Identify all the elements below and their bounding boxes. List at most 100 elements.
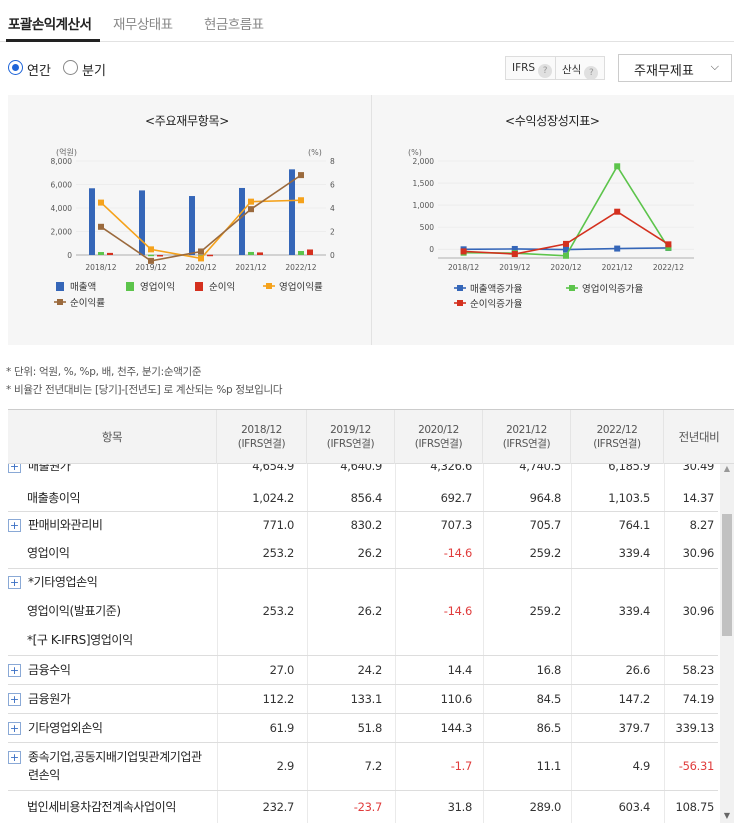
statement-type-select[interactable]: 주재무제표 ⌵ [618,54,732,82]
scroll-up-arrow-icon[interactable]: ▲ [723,464,731,473]
help-icon[interactable]: ? [538,64,553,78]
help-icon[interactable]: ? [584,66,599,80]
value-cell: 6,185.9 [608,464,650,473]
note-ratio: * 비율간 전년대비는 [당기]-[전년도] 로 계산되는 %p 정보입니다 [6,384,283,396]
yoy-cell: 339.13 [675,721,715,735]
value-cell: 253.2 [262,546,295,560]
legend-swatch [569,285,575,291]
tab-balance-sheet[interactable]: 재무상태표 [113,17,173,33]
annual-label[interactable]: 연간 [27,64,51,79]
value-cell: 232.7 [262,800,295,814]
row-label: 종속기업,공동지배기업및관계기업관련손익 [28,750,202,782]
x-tick-label: 2022/12 [653,263,684,272]
chevron-down-icon: ⌵ [710,60,719,73]
y2-tick-label: 4 [330,204,335,213]
bar-순이익 [107,252,113,255]
statement-tabs: 포괄손익계산서 재무상태표 현금흐름표 [0,0,734,42]
expand-plus-icon[interactable]: + [8,751,21,764]
value-cell: 7.2 [364,759,383,773]
expand-plus-icon[interactable]: + [8,576,21,589]
financial-table: 항목 2018/12 (IFRS연결) 2019/12 (IFRS연결) 2020/… [8,409,734,823]
row-label: 금융원가 [28,692,71,706]
value-cell: -1.7 [450,759,473,773]
x-tick-label: 2018/12 [85,263,116,272]
table-row-finance-income: + 금융수익 27.0 24.2 14.4 16.8 26.6 58.23 [8,656,718,685]
table-scrollbar[interactable]: ▲ ▼ [720,464,734,823]
yoy-cell: -56.31 [678,759,715,773]
left-unit-label: (%) [408,148,422,157]
quarterly-label[interactable]: 분기 [82,64,106,79]
expand-plus-icon[interactable]: + [8,693,21,706]
scroll-down-arrow-icon[interactable]: ▼ [723,811,731,820]
header-period: 2021/12 (IFRS연결) [483,410,571,464]
table-body: + 매출원가 4,654.9 4,640.9 4,326.6 4,740.5 6,185.9… [8,464,718,823]
expand-plus-icon[interactable]: + [8,722,21,735]
tab-income-statement[interactable]: 포괄손익계산서 [8,17,92,33]
expand-plus-icon[interactable]: + [8,464,21,473]
value-cell: 26.2 [357,604,383,618]
y-tick-label: 500 [420,223,435,232]
value-cell: 4,654.9 [252,464,294,473]
value-cell: 339.4 [618,604,651,618]
expand-plus-icon[interactable]: + [8,664,21,677]
row-label: *기타영업손익 [28,575,98,589]
legend-label: 순이익 [209,281,235,293]
row-label: 판매비와관리비 [28,518,103,532]
bar-순이익 [307,249,313,255]
yoy-cell: 30.49 [682,464,715,473]
bar-매출액 [89,188,95,255]
legend-label: 매출액증가율 [470,283,523,295]
marker-영업이익증가율 [665,244,672,251]
legend-swatch [457,285,463,291]
marker-영업이익증가율 [563,252,569,259]
table-row-sga: + 판매비와관리비 771.0 830.2 707.3 705.7 764.1 8.27 [8,512,718,540]
value-cell: 764.1 [618,518,651,532]
line-순이익률 [100,174,302,262]
quarterly-radio[interactable] [63,60,78,75]
value-cell: 61.9 [269,721,295,735]
marker-영업이익률 [198,255,204,262]
bar-영업이익 [148,254,154,257]
marker-순이익증가율 [665,241,672,248]
marker-순이익률 [198,248,204,255]
value-cell: 964.8 [529,491,562,505]
charts-svg: (억원) (%) 0 2,000 4,000 6,000 8,000 0 2 4 6 8 2018/12… [51,147,694,310]
y2-tick-label: 6 [330,181,335,190]
annual-radio[interactable] [8,60,23,75]
value-cell: 259.2 [529,546,562,560]
value-cell: 84.5 [536,692,562,706]
value-cell: 707.3 [440,518,473,532]
row-label: 영업이익 [27,546,70,560]
yoy-cell: 8.27 [689,518,715,532]
marker-순이익증가율 [511,251,518,258]
column-divider [571,464,572,823]
value-cell: 110.6 [440,692,473,706]
row-label: 법인세비용차감전계속사업이익 [27,800,176,814]
value-cell: 26.6 [625,663,651,677]
row-label: 매출총이익 [27,491,81,505]
bar-매출액 [189,196,195,255]
scroll-thumb[interactable] [722,514,732,636]
formula-chip[interactable]: 산식? [555,56,606,80]
yoy-cell: 58.23 [682,663,715,677]
tab-cash-flow[interactable]: 현금흐름표 [204,17,264,33]
value-cell: 705.7 [529,518,562,532]
value-cell: 24.2 [357,663,383,677]
expand-plus-icon[interactable]: + [8,519,21,532]
column-divider [664,464,665,823]
header-yoy: 전년대비 [678,430,720,444]
legend-label: 순이익률 [70,297,105,309]
marker-영업이익증가율 [614,163,621,170]
marker-순이익률 [248,206,254,213]
yoy-cell: 30.96 [682,604,715,618]
marker-순이익증가율 [460,248,467,255]
yoy-cell: 14.37 [682,491,715,505]
table-row-other-non-operating: + 기타영업외손익 61.9 51.8 144.3 86.5 379.7 339.13 [8,714,718,743]
row-label: *[구 K-IFRS]영업이익 [27,633,133,647]
x-tick-label: 2019/12 [135,263,166,272]
ifrs-chip[interactable]: IFRS? [505,56,560,80]
legend-swatch [457,300,463,306]
bar-영업이익 [298,251,304,255]
marker-순이익증가율 [563,240,569,247]
value-cell: 86.5 [536,721,562,735]
